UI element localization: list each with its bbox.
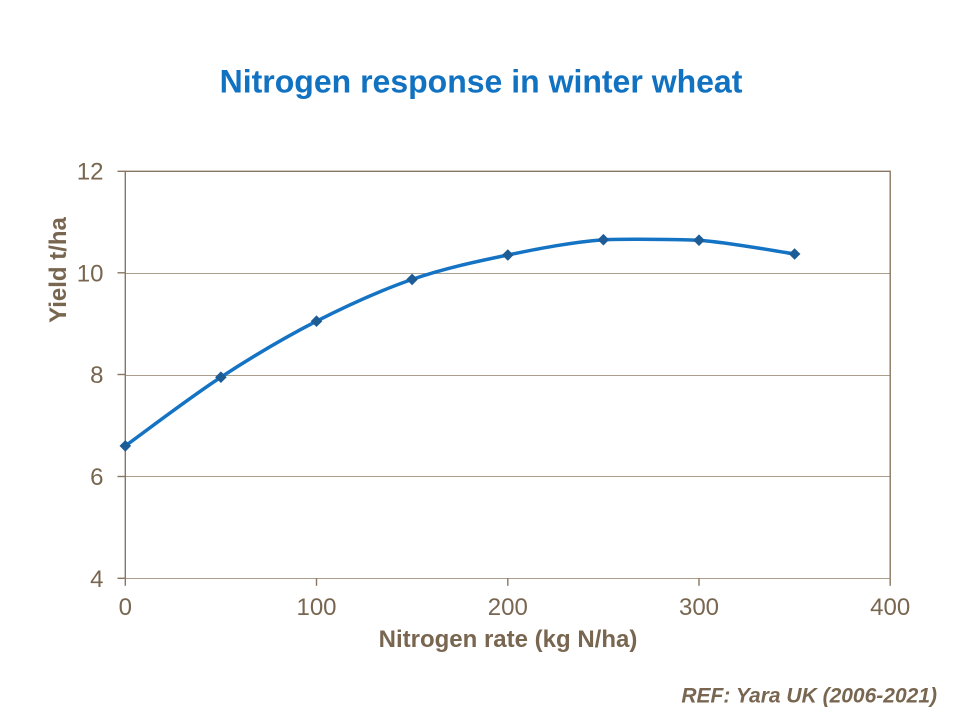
svg-text:200: 200 bbox=[488, 594, 528, 621]
svg-text:8: 8 bbox=[90, 362, 103, 389]
svg-text:Nitrogen response in winter wh: Nitrogen response in winter wheat bbox=[220, 64, 743, 100]
svg-text:12: 12 bbox=[77, 159, 104, 186]
svg-text:400: 400 bbox=[870, 594, 910, 621]
svg-text:300: 300 bbox=[679, 594, 719, 621]
svg-text:Yield t/ha: Yield t/ha bbox=[45, 216, 72, 322]
svg-text:4: 4 bbox=[90, 566, 103, 593]
svg-text:6: 6 bbox=[90, 464, 103, 491]
svg-text:10: 10 bbox=[77, 260, 104, 287]
svg-text:0: 0 bbox=[119, 594, 132, 621]
svg-text:Nitrogen rate (kg N/ha): Nitrogen rate (kg N/ha) bbox=[379, 626, 638, 653]
svg-text:100: 100 bbox=[296, 594, 336, 621]
svg-text:REF: Yara UK (2006-2021): REF: Yara UK (2006-2021) bbox=[681, 685, 937, 708]
